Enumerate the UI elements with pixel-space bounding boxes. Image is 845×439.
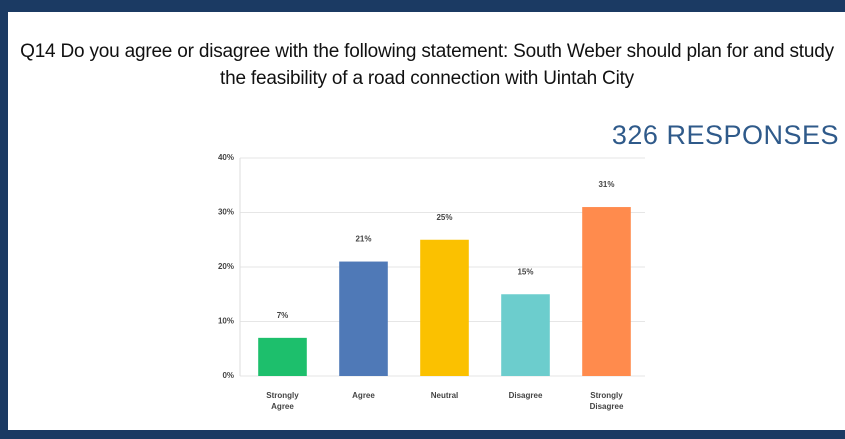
value-label: 21% [355, 235, 371, 244]
x-tick-label: Strongly Agree [266, 391, 299, 411]
bar [582, 207, 631, 376]
x-tick-label: Agree [352, 391, 375, 400]
x-tick-label: Neutral [431, 391, 459, 400]
y-tick-label: 30% [218, 208, 234, 217]
x-tick-label: Strongly Disagree [590, 391, 624, 411]
value-label: 31% [598, 180, 614, 189]
value-label: 15% [517, 267, 533, 276]
value-label: 25% [436, 213, 452, 222]
value-label: 7% [277, 311, 289, 320]
y-tick-label: 10% [218, 317, 234, 326]
chart-title: Q14 Do you agree or disagree with the fo… [20, 41, 834, 89]
bar [339, 261, 388, 376]
bar [258, 337, 307, 376]
bar [420, 239, 469, 376]
y-tick-label: 0% [222, 371, 234, 380]
y-tick-label: 20% [218, 262, 234, 271]
bar [501, 294, 550, 376]
y-tick-label: 40% [218, 153, 234, 162]
x-tick-label: Disagree [509, 391, 543, 400]
responses-count: 326 RESPONSES [611, 120, 839, 150]
